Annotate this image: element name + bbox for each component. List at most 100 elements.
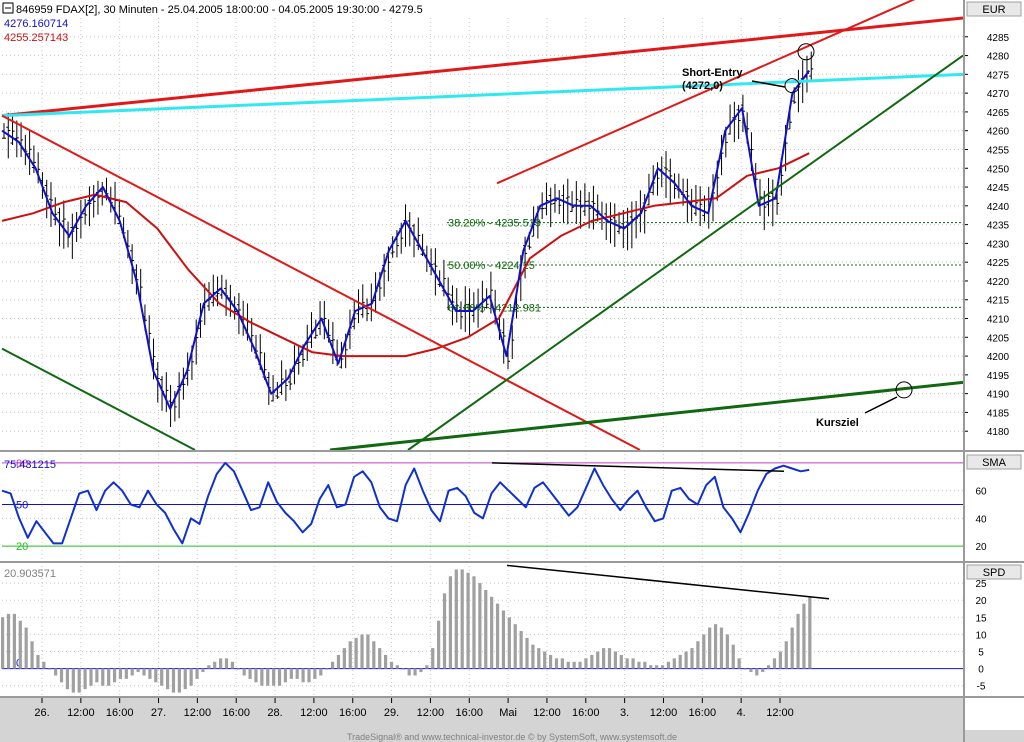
green-target-line bbox=[329, 380, 964, 452]
spd-bar bbox=[419, 668, 423, 673]
time-tick-label: 16:00 bbox=[222, 707, 250, 719]
spd-bar bbox=[454, 569, 458, 669]
spd-bar bbox=[613, 651, 617, 669]
blue-moving-average bbox=[1, 70, 811, 410]
spd-bar bbox=[684, 651, 688, 669]
spd-bar bbox=[761, 668, 765, 673]
spd-bar bbox=[136, 668, 140, 673]
spd-bar bbox=[142, 668, 146, 676]
price-tick-label: 4270 bbox=[987, 89, 1010, 100]
spd-bar bbox=[248, 668, 252, 679]
price-tick-label: 4225 bbox=[987, 258, 1010, 269]
spd-bar bbox=[802, 603, 806, 669]
spd-bar bbox=[690, 648, 694, 669]
spd-bar bbox=[189, 668, 193, 686]
time-tick-label: 12:00 bbox=[300, 707, 328, 719]
kursziel-arrow bbox=[864, 396, 898, 414]
short-entry-value: (4272,0) bbox=[682, 80, 723, 92]
spd-bar bbox=[407, 668, 411, 676]
time-tick-label: 29. bbox=[384, 707, 399, 719]
spd-bar bbox=[307, 668, 311, 683]
spd-bar bbox=[112, 668, 117, 683]
spd-bar bbox=[24, 627, 28, 669]
rsi-axis-label-box[interactable] bbox=[966, 454, 1022, 470]
spd-bar bbox=[731, 644, 735, 669]
spd-bar bbox=[537, 648, 541, 669]
spd-bar bbox=[207, 665, 211, 669]
spd-bar bbox=[749, 668, 753, 673]
spd-bar bbox=[425, 665, 429, 669]
spd-bar bbox=[478, 583, 482, 669]
spd-bar bbox=[354, 637, 358, 669]
upper-red-trendline bbox=[1, 16, 964, 118]
spd-bar bbox=[766, 665, 771, 669]
spd-bar bbox=[413, 668, 417, 676]
price-axis-label: EUR bbox=[982, 4, 1005, 16]
spd-bar bbox=[65, 668, 70, 690]
blue-ma-value: 4276.160714 bbox=[4, 18, 68, 30]
spd-bar bbox=[59, 668, 64, 683]
spd-bar bbox=[330, 661, 335, 669]
price-tick-label: 4185 bbox=[987, 408, 1010, 419]
short-entry-label: Short-Entry bbox=[682, 67, 743, 79]
spd-bar bbox=[6, 613, 11, 669]
time-tick-label: 12:00 bbox=[533, 707, 561, 719]
spd-bar bbox=[631, 658, 635, 669]
price-tick-label: 4220 bbox=[987, 277, 1010, 288]
red-moving-average bbox=[1, 152, 810, 358]
spd-bar bbox=[531, 644, 535, 669]
status-bar bbox=[0, 730, 1024, 742]
price-tick-label: 4280 bbox=[987, 52, 1010, 63]
spd-bar bbox=[230, 661, 234, 669]
spd-bar bbox=[643, 661, 647, 669]
time-tick-label: 16:00 bbox=[572, 707, 600, 719]
spd-bar bbox=[30, 641, 34, 669]
price-tick-label: 4215 bbox=[987, 296, 1010, 307]
spd-bar bbox=[54, 668, 58, 676]
time-tick-label: 4. bbox=[737, 707, 746, 719]
spd-bar bbox=[431, 648, 435, 669]
spd-bar bbox=[395, 665, 399, 669]
spd-bar bbox=[195, 668, 199, 679]
short-entry-arrow bbox=[751, 80, 786, 88]
spd-bar bbox=[696, 641, 700, 669]
rsi-line bbox=[1, 461, 810, 545]
footer-credit: TradeSignal® and www.technical-investor.… bbox=[347, 732, 677, 742]
spd-bar bbox=[1, 617, 5, 669]
spd-bar bbox=[107, 668, 111, 686]
spd-axis-label-box[interactable] bbox=[966, 564, 1022, 580]
spd-tick-label: 0 bbox=[978, 665, 984, 676]
spd-bar bbox=[519, 631, 523, 669]
time-tick-label: 16:00 bbox=[339, 707, 367, 719]
spd-bar bbox=[48, 668, 52, 670]
spd-bar bbox=[713, 624, 718, 669]
price-tick-label: 4230 bbox=[987, 239, 1010, 250]
spd-bar bbox=[348, 641, 352, 669]
time-tick-label: 12:00 bbox=[650, 707, 678, 719]
spd-bar bbox=[260, 668, 264, 686]
price-tick-label: 4210 bbox=[987, 315, 1010, 326]
spd-bar bbox=[101, 668, 105, 686]
spd-bar bbox=[219, 658, 223, 669]
price-tick-label: 4285 bbox=[987, 33, 1010, 44]
spd-tick-label: 20 bbox=[975, 596, 987, 607]
spd-bar bbox=[83, 668, 87, 690]
spd-bar bbox=[95, 668, 99, 683]
spd-bar bbox=[490, 596, 494, 669]
price-tick-label: 4260 bbox=[987, 127, 1010, 138]
spd-bar bbox=[448, 576, 453, 669]
spd-bar bbox=[548, 654, 553, 669]
spd-bar bbox=[543, 651, 547, 669]
time-tick-label: 26. bbox=[34, 707, 49, 719]
price-axis-label-box[interactable] bbox=[966, 1, 1022, 17]
spd-bar bbox=[165, 668, 170, 690]
spd-bar bbox=[702, 634, 706, 669]
spd-bar bbox=[672, 658, 676, 669]
spd-bar bbox=[666, 661, 671, 669]
spd-bar bbox=[578, 661, 582, 669]
spd-bar bbox=[118, 668, 123, 679]
spd-bar bbox=[42, 661, 46, 669]
spd-bar bbox=[272, 668, 276, 686]
red-ma-value: 4255.257143 bbox=[4, 32, 68, 44]
spd-tick-label: 25 bbox=[975, 579, 987, 590]
